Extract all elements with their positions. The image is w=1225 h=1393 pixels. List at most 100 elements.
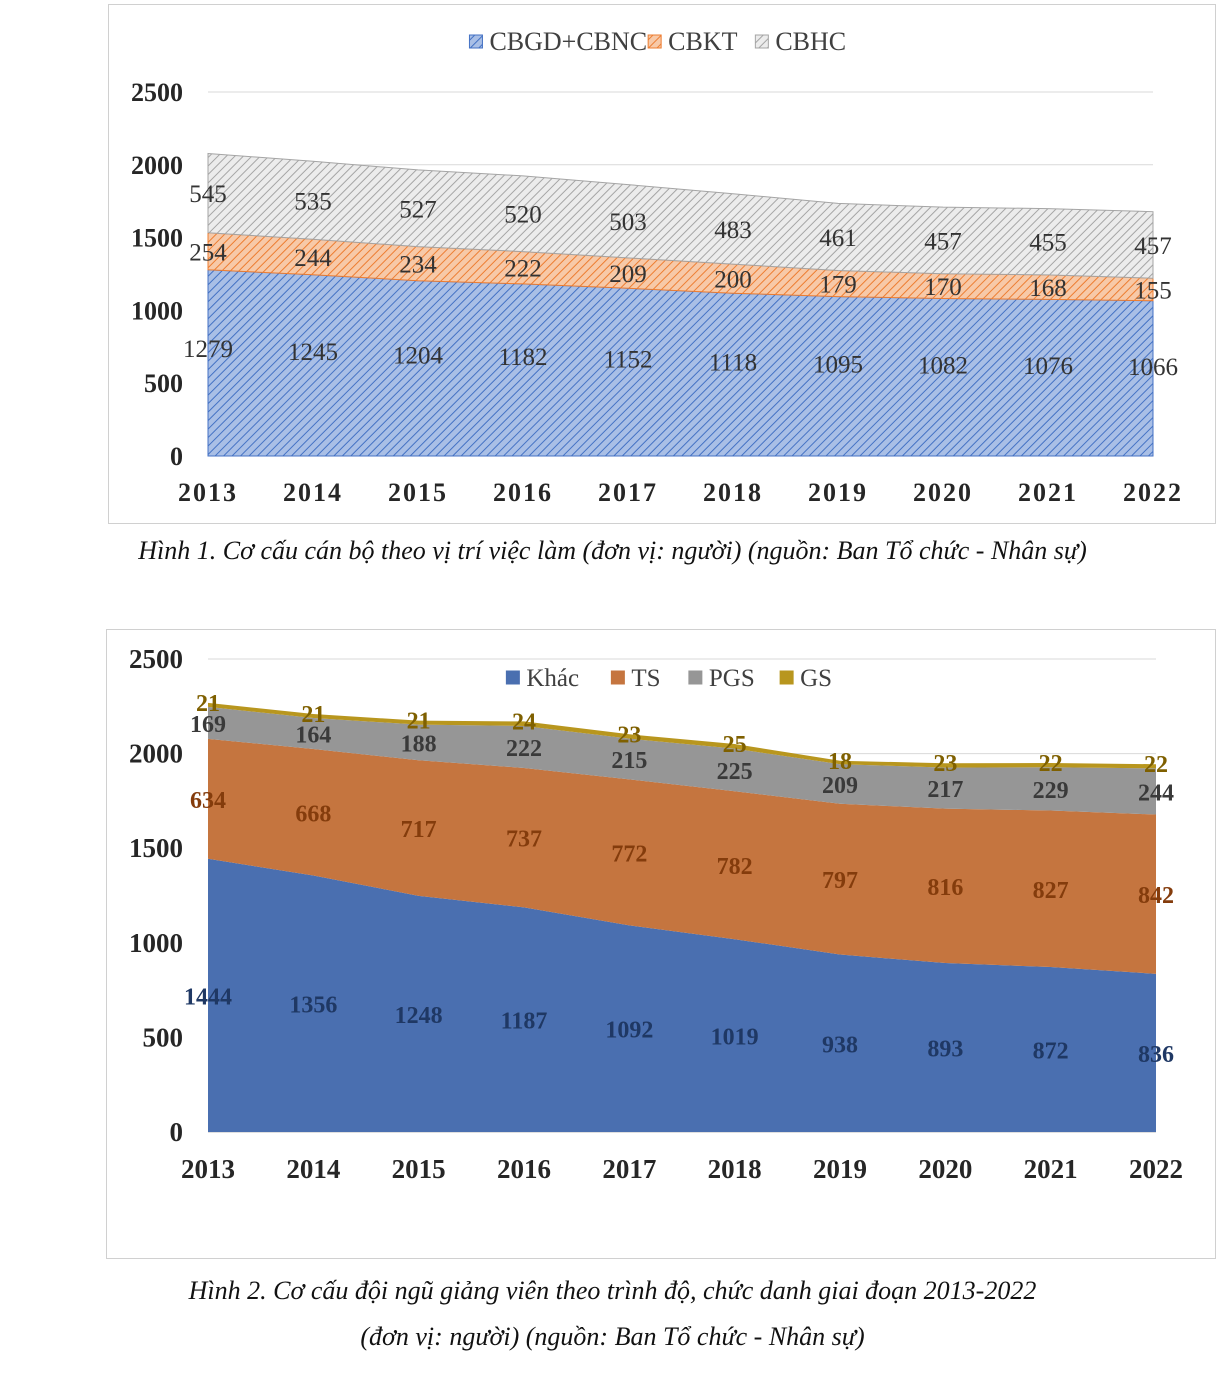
fig2-area-pgs xyxy=(208,706,1156,815)
fig2-x-tick-label: 2014 xyxy=(286,1154,340,1184)
fig2-legend-swatch xyxy=(610,670,625,685)
fig2-y-tick-label: 1000 xyxy=(129,928,183,958)
fig1-data-label-cbgd-cbnc: 1279 xyxy=(183,336,233,363)
fig2-data-label-pgs: 222 xyxy=(506,736,542,762)
fig1-data-label-cbkt: 168 xyxy=(1029,275,1067,302)
figure-2-caption-line-2: (đơn vị: người) (nguồn: Ban Tổ chức - Nh… xyxy=(360,1322,865,1351)
fig2-data-label-pgs: 164 xyxy=(295,723,331,749)
fig2-x-tick-label: 2016 xyxy=(497,1154,551,1184)
fig2-data-label-ts: 634 xyxy=(190,788,226,814)
fig2-data-label-kh-c: 1248 xyxy=(395,1003,443,1029)
fig2-data-label-gs: 18 xyxy=(828,749,852,775)
fig2-x-tick-label: 2020 xyxy=(918,1154,972,1184)
fig2-legend-label: TS xyxy=(631,665,660,692)
fig2-data-label-gs: 24 xyxy=(512,709,536,735)
fig1-x-tick-label: 2018 xyxy=(703,478,763,507)
fig2-x-tick-label: 2021 xyxy=(1024,1154,1078,1184)
fig2-data-label-kh-c: 836 xyxy=(1138,1042,1174,1068)
fig1-legend-swatch xyxy=(468,34,483,49)
fig1-data-label-cbkt: 209 xyxy=(609,261,647,288)
fig1-data-label-cbhc: 520 xyxy=(504,202,542,229)
fig2-legend-swatch xyxy=(688,670,703,685)
fig2-legend-label: Khác xyxy=(526,665,579,692)
fig2-legend-label: GS xyxy=(800,665,832,692)
fig2-y-tick-label: 0 xyxy=(170,1117,184,1147)
fig1-x-tick-label: 2014 xyxy=(283,478,343,507)
fig2-data-label-kh-c: 938 xyxy=(822,1032,858,1058)
fig2-y-tick-label: 1500 xyxy=(129,833,183,863)
fig2-area-ts xyxy=(208,738,1156,974)
fig1-data-label-cbkt: 222 xyxy=(504,256,542,283)
fig1-data-label-cbkt: 200 xyxy=(714,267,752,294)
fig2-data-label-kh-c: 1187 xyxy=(501,1009,548,1035)
fig1-x-tick-label: 2019 xyxy=(808,478,868,507)
fig2-data-label-gs: 21 xyxy=(407,709,431,735)
fig2-data-label-kh-c: 1444 xyxy=(184,984,232,1010)
fig1-data-label-cbhc: 483 xyxy=(714,217,752,244)
fig2-legend-label: PGS xyxy=(709,665,755,692)
fig2-data-label-gs: 23 xyxy=(617,722,641,748)
fig1-data-label-cbkt: 244 xyxy=(294,245,332,272)
fig1-y-tick-label: 0 xyxy=(170,442,183,471)
fig1-y-tick-label: 1000 xyxy=(131,296,183,325)
fig1-data-label-cbgd-cbnc: 1076 xyxy=(1023,353,1073,380)
fig2-legend-swatch xyxy=(505,670,520,685)
fig2-data-label-ts: 797 xyxy=(822,868,858,894)
fig1-data-label-cbgd-cbnc: 1245 xyxy=(288,339,338,366)
fig2-data-label-ts: 717 xyxy=(401,817,437,843)
fig2-x-tick-label: 2022 xyxy=(1129,1154,1183,1184)
fig1-data-label-cbgd-cbnc: 1066 xyxy=(1128,354,1178,381)
figure-1-caption: Hình 1. Cơ cấu cán bộ theo vị trí việc l… xyxy=(138,536,1087,565)
figure-2-caption-line-1: Hình 2. Cơ cấu đội ngũ giảng viên theo t… xyxy=(188,1276,1037,1305)
fig1-y-tick-label: 2000 xyxy=(131,151,183,180)
fig1-x-tick-label: 2020 xyxy=(913,478,973,507)
fig2-y-tick-label: 500 xyxy=(143,1022,184,1052)
fig1-data-label-cbhc: 503 xyxy=(609,209,647,236)
fig2-y-tick-label: 2500 xyxy=(129,644,183,674)
fig2-data-label-ts: 737 xyxy=(506,827,542,853)
fig2-data-label-pgs: 188 xyxy=(401,731,437,757)
fig2-data-label-pgs: 215 xyxy=(611,748,647,774)
fig2-data-label-gs: 22 xyxy=(1039,751,1063,777)
fig1-x-tick-label: 2017 xyxy=(598,478,658,507)
fig1-data-label-cbkt: 155 xyxy=(1134,278,1172,305)
fig1-legend-label: CBGD+CBNC xyxy=(489,27,647,56)
fig2-data-label-gs: 23 xyxy=(933,751,957,777)
fig2-data-label-ts: 816 xyxy=(927,875,963,901)
fig1-data-label-cbhc: 461 xyxy=(819,225,857,252)
fig1-data-label-cbhc: 545 xyxy=(189,181,227,208)
fig1-x-tick-label: 2013 xyxy=(178,478,238,507)
fig2-data-label-ts: 668 xyxy=(295,801,331,827)
fig1-data-label-cbhc: 527 xyxy=(399,196,437,223)
fig2-data-label-gs: 25 xyxy=(723,732,747,758)
figure-2-area-chart: 0 500 1000 1500 2000 2500 2013 2014 2015 2016 2017… xyxy=(129,644,1183,1184)
fig2-x-tick-label: 2018 xyxy=(708,1154,762,1184)
fig2-data-label-pgs: 225 xyxy=(717,759,753,785)
fig2-data-label-pgs: 229 xyxy=(1033,778,1069,804)
fig1-data-label-cbkt: 234 xyxy=(399,252,437,279)
fig2-data-label-pgs: 209 xyxy=(822,773,858,799)
fig2-x-tick-label: 2015 xyxy=(392,1154,446,1184)
fig1-data-label-cbgd-cbnc: 1095 xyxy=(813,352,863,379)
fig1-data-label-cbhc: 535 xyxy=(294,188,332,215)
fig1-data-label-cbgd-cbnc: 1152 xyxy=(603,347,652,374)
fig1-data-label-cbkt: 179 xyxy=(819,272,857,299)
fig1-area-cbhc xyxy=(207,152,1154,279)
fig1-x-tick-label: 2016 xyxy=(493,478,553,507)
figure-1-area-chart: 0 500 1000 1500 2000 2500 2013 2014 2015 2016 2017… xyxy=(131,27,1183,507)
fig1-y-tick-label: 500 xyxy=(144,369,183,398)
fig2-data-label-gs: 21 xyxy=(196,691,220,717)
fig1-data-label-cbgd-cbnc: 1082 xyxy=(918,353,968,380)
fig2-data-label-ts: 782 xyxy=(717,854,753,880)
fig1-data-label-cbhc: 457 xyxy=(924,228,962,255)
fig1-data-label-cbgd-cbnc: 1204 xyxy=(393,342,444,369)
fig2-data-label-ts: 842 xyxy=(1138,883,1174,909)
fig2-legend-swatch xyxy=(779,670,794,685)
fig1-data-label-cbkt: 254 xyxy=(189,239,227,266)
fig2-data-label-pgs: 169 xyxy=(190,712,226,738)
fig1-y-tick-label: 2500 xyxy=(131,78,183,107)
fig1-x-tick-label: 2022 xyxy=(1123,478,1183,507)
fig2-data-label-pgs: 244 xyxy=(1138,780,1174,806)
fig1-data-label-cbgd-cbnc: 1118 xyxy=(709,350,757,377)
fig2-data-label-gs: 21 xyxy=(301,702,325,728)
